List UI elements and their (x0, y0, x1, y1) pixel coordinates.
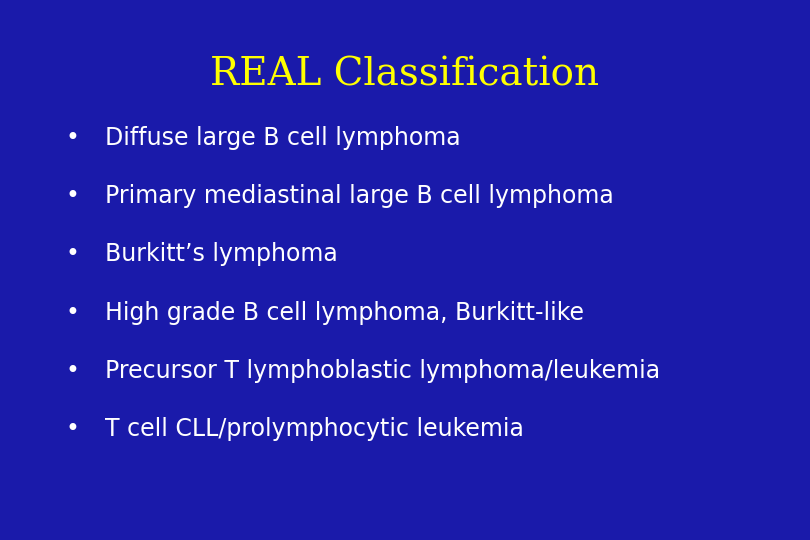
Text: Diffuse large B cell lymphoma: Diffuse large B cell lymphoma (105, 126, 461, 150)
Text: •: • (66, 242, 80, 266)
Text: •: • (66, 126, 80, 150)
Text: T cell CLL/prolymphocytic leukemia: T cell CLL/prolymphocytic leukemia (105, 417, 524, 441)
Text: •: • (66, 301, 80, 325)
Text: •: • (66, 417, 80, 441)
Text: Precursor T lymphoblastic lymphoma/leukemia: Precursor T lymphoblastic lymphoma/leuke… (105, 359, 660, 383)
Text: REAL Classification: REAL Classification (211, 57, 599, 94)
Text: •: • (66, 359, 80, 383)
Text: Primary mediastinal large B cell lymphoma: Primary mediastinal large B cell lymphom… (105, 184, 614, 208)
Text: •: • (66, 184, 80, 208)
Text: High grade B cell lymphoma, Burkitt-like: High grade B cell lymphoma, Burkitt-like (105, 301, 584, 325)
Text: Burkitt’s lymphoma: Burkitt’s lymphoma (105, 242, 338, 266)
